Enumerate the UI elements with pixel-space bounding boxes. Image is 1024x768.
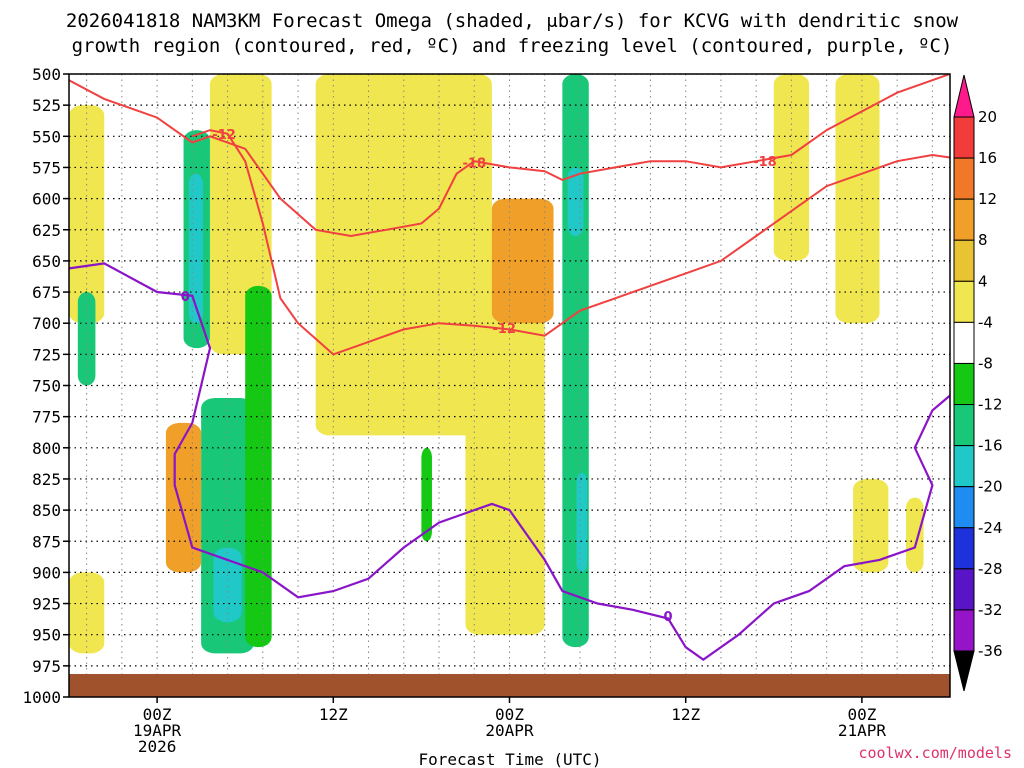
- colorbar-segment: [953, 116, 975, 159]
- colorbar-segment: [953, 157, 975, 200]
- y-tick-label: 675: [32, 283, 61, 302]
- y-tick-label: 700: [32, 314, 61, 333]
- y-tick-label: 550: [32, 127, 61, 146]
- chart-title-line1: 2026041818 NAM3KM Forecast Omega (shaded…: [66, 10, 959, 32]
- colorbar-segment: [953, 445, 975, 488]
- dgz-contour-line: [191, 129, 950, 356]
- y-tick-label: 750: [32, 377, 61, 396]
- ground-surface: [69, 674, 950, 697]
- colorbar-label: 12: [978, 190, 997, 208]
- contour-label: -18: [463, 156, 487, 171]
- omega-cell: [165, 422, 202, 573]
- omega-cell: [773, 74, 810, 261]
- colorbar-label: -4: [978, 313, 993, 331]
- y-tick-label: 950: [32, 626, 61, 645]
- colorbar-label: 16: [978, 149, 997, 167]
- colorbar-segment: [953, 568, 975, 611]
- contour-label: 0: [664, 610, 673, 625]
- y-axis: 500 525 550 575 600 625 650 675 700 725 750 775 800 8…: [22, 65, 69, 707]
- contour-label: -18: [753, 155, 777, 170]
- omega-cell: [576, 472, 588, 573]
- x-axis-label: Forecast Time (UTC): [418, 750, 601, 768]
- colorbar-label: -12: [978, 396, 1003, 414]
- y-tick-label: 850: [32, 501, 61, 520]
- y-tick-label: 825: [32, 470, 61, 489]
- contour-label: -12: [492, 322, 516, 337]
- colorbar-segment: [953, 239, 975, 282]
- colorbar-segment: [953, 404, 975, 447]
- y-tick-label: 500: [32, 65, 61, 84]
- colorbar-label: -36: [978, 642, 1003, 660]
- omega-cell: [421, 447, 432, 542]
- y-tick-label: 725: [32, 345, 61, 364]
- omega-cell: [69, 105, 105, 324]
- x-tick-label: 2026: [138, 737, 177, 756]
- omega-cell: [853, 478, 889, 573]
- colorbar-label: 20: [978, 108, 997, 126]
- y-tick-label: 975: [32, 657, 61, 676]
- y-tick-label: 800: [32, 439, 61, 458]
- colorbar-segment: [953, 198, 975, 241]
- omega-cell: [209, 74, 272, 355]
- colorbar-segment: [953, 280, 975, 323]
- y-tick-label: 650: [32, 252, 61, 271]
- x-tick-label: 20APR: [485, 721, 534, 740]
- dgz-contour-line: [69, 74, 950, 238]
- colorbar-label: -24: [978, 519, 1003, 537]
- contour-label: 0: [181, 290, 190, 305]
- x-tick-label: 21APR: [838, 721, 887, 740]
- contour-lines: -12 -18 -18 -12 0 0: [69, 74, 950, 661]
- colorbar-top-arrow: [953, 74, 975, 118]
- colorbar-segment: [953, 321, 975, 364]
- y-tick-label: 900: [32, 563, 61, 582]
- freezing-level-line: [69, 262, 950, 661]
- colorbar-segment: [953, 527, 975, 570]
- credit-text: coolwx.com/models: [858, 744, 1012, 762]
- y-tick-label: 775: [32, 408, 61, 427]
- omega-cell: [188, 173, 203, 324]
- omega-cell: [245, 285, 272, 648]
- y-tick-label: 525: [32, 96, 61, 115]
- colorbar: 20 16 12 8 4 -4 -8 -12 -16 -20 -24 -28 -32 -36: [953, 74, 1003, 692]
- colorbar-label: 4: [978, 272, 988, 290]
- omega-cell: [835, 74, 880, 324]
- colorbar-label: -20: [978, 478, 1003, 496]
- x-tick-label: 19APR: [133, 721, 182, 740]
- contour-label: -12: [212, 128, 236, 143]
- y-tick-label: 875: [32, 532, 61, 551]
- omega-cell: [905, 497, 924, 573]
- colorbar-segment: [953, 362, 975, 406]
- colorbar-label: -8: [978, 354, 993, 372]
- colorbar-bottom-arrow: [953, 650, 975, 692]
- colorbar-label: -16: [978, 437, 1003, 455]
- y-tick-label: 575: [32, 158, 61, 177]
- colorbar-segment: [953, 609, 975, 652]
- y-tick-label: 1000: [22, 688, 61, 707]
- y-tick-label: 925: [32, 595, 61, 614]
- x-tick-label: 00Z: [847, 705, 876, 724]
- chart-title-line2: growth region (contoured, red, ºC) and f…: [72, 35, 953, 57]
- x-tick-label: 12Z: [671, 705, 700, 724]
- colorbar-label: -28: [978, 560, 1003, 578]
- x-tick-label: 00Z: [143, 705, 172, 724]
- colorbar-label: -32: [978, 601, 1003, 619]
- x-tick-label: 12Z: [319, 705, 348, 724]
- omega-cell: [69, 572, 105, 654]
- y-tick-label: 625: [32, 221, 61, 240]
- colorbar-segment: [953, 486, 975, 529]
- omega-cell: [491, 198, 554, 324]
- colorbar-label: 8: [978, 231, 988, 249]
- y-tick-label: 600: [32, 190, 61, 209]
- x-tick-label: 00Z: [495, 705, 524, 724]
